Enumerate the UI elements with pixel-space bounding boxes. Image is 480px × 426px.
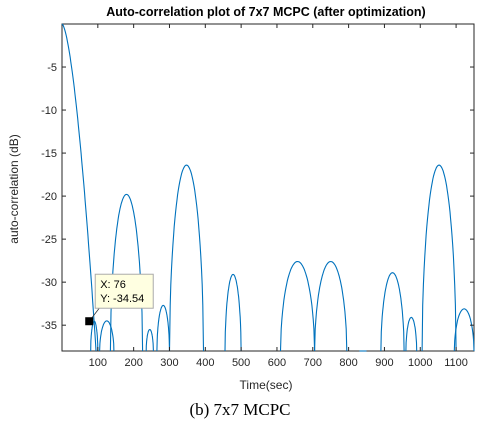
x-tick-label: 800 (339, 357, 357, 369)
series-0-lobe-0 (61, 23, 97, 352)
x-tick-label: 400 (196, 357, 214, 369)
series-0-lobe-7 (224, 273, 242, 352)
x-tick-label: 500 (232, 357, 250, 369)
series-0-lobe-9 (314, 260, 348, 352)
datatip-marker[interactable] (85, 317, 94, 326)
series-0-lobe-1 (90, 320, 99, 352)
y-tick-label: -20 (41, 191, 57, 203)
datatip[interactable]: X: 76 Y: -34.54 (85, 273, 154, 326)
series-0-lobe-5 (156, 304, 171, 352)
x-tick-label: 1000 (408, 357, 432, 369)
y-tick-label: -35 (41, 320, 57, 332)
curve-layer (61, 23, 475, 352)
series-0-lobe-3 (109, 193, 144, 352)
y-tick-label: -30 (41, 277, 57, 289)
series-0-lobe-12 (405, 316, 418, 352)
y-tick-label: -5 (47, 62, 57, 74)
series-0-lobe-13 (421, 164, 457, 352)
series-0-lobe-8 (279, 260, 316, 352)
datatip-x-value: X: 76 (100, 279, 126, 291)
tick-layer: 100 200 300 400 500 600 700 800 900 1000 1100 -5 -10… (41, 24, 474, 369)
series-0-lobe-6 (168, 164, 205, 352)
x-axis-label: Time(sec) (240, 378, 293, 392)
y-tick-label: -10 (41, 105, 57, 117)
x-tick-label: 600 (268, 357, 286, 369)
x-tick-label: 100 (89, 357, 107, 369)
plot-area[interactable]: 100 200 300 400 500 600 700 800 900 1000 1100 -5 -10… (41, 23, 475, 369)
figure-caption: (b) 7x7 MCPC (189, 400, 291, 419)
y-tick-label: -25 (41, 234, 57, 246)
series-0-lobe-14 (453, 308, 475, 352)
x-tick-label: 700 (304, 357, 322, 369)
series-0-lobe-2 (99, 320, 115, 352)
x-tick-label: 300 (160, 357, 178, 369)
x-tick-label: 1100 (444, 357, 468, 369)
x-tick-label: 200 (124, 357, 142, 369)
series-0-lobe-4 (145, 328, 154, 352)
chart-title: Auto-correlation plot of 7x7 MCPC (after… (106, 5, 425, 19)
series-0-lobe-11 (380, 272, 405, 352)
datatip-box (94, 273, 154, 309)
y-axis-label: auto-correlation (dB) (7, 134, 21, 243)
datatip-y-value: Y: -34.54 (100, 293, 144, 305)
x-tick-label: 900 (375, 357, 393, 369)
y-tick-label: -15 (41, 148, 57, 160)
